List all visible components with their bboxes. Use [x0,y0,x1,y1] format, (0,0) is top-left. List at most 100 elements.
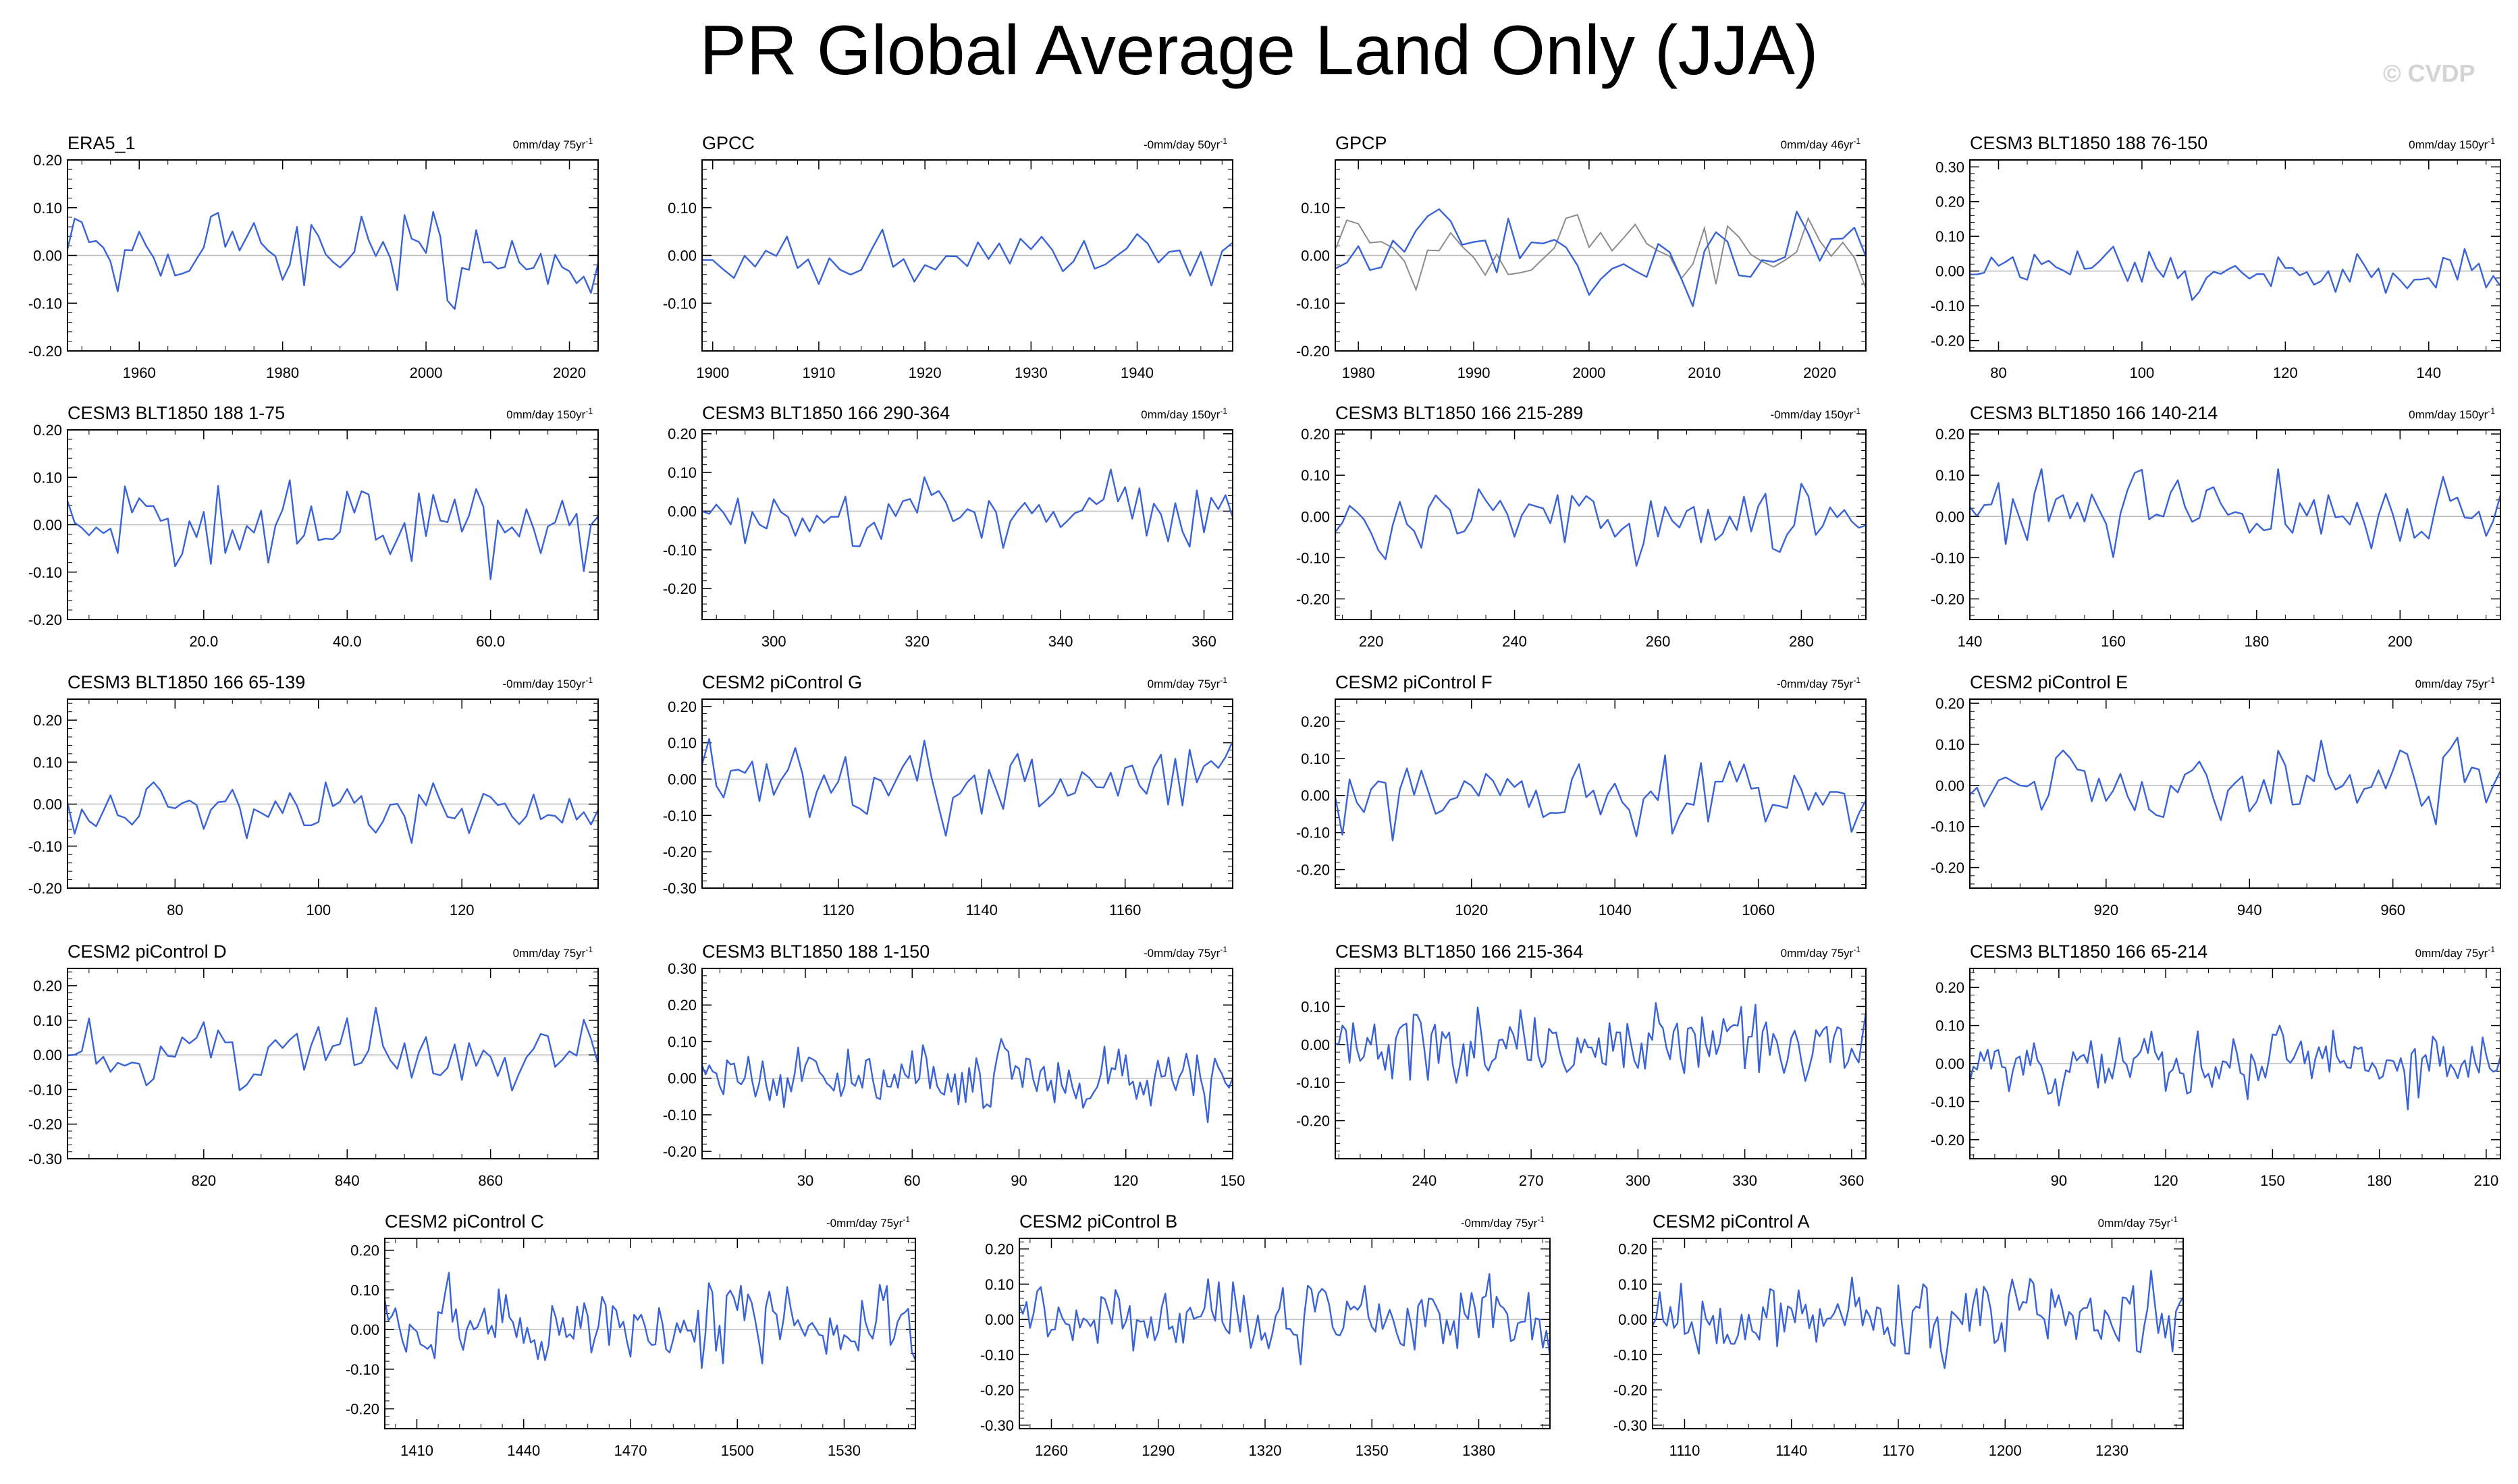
x-tick-label: 240 [1412,1172,1437,1189]
y-tick-label: 0.00 [985,1311,1014,1328]
plot-frame [67,968,599,1159]
x-tick-label: 1060 [1742,902,1775,918]
x-tick-label: 1160 [1109,902,1141,918]
overlay-series-line [1335,214,1867,292]
y-tick-label: 0.10 [33,469,62,486]
x-tick-label: 1200 [1989,1442,2022,1459]
chart-panel: CESM3 BLT1850 166 215-289 -0mm/day 150yr-… [1296,403,1867,650]
series-line [701,468,1234,549]
y-tick-label: 0.20 [33,712,62,729]
chart-panel: CESM3 BLT1850 166 290-364 0mm/day 150yr-1… [663,403,1234,650]
y-tick-label: 0.30 [1935,159,1964,175]
chart-panel: CESM3 BLT1850 166 215-364 0mm/day 75yr-1 -… [1296,941,1867,1189]
panel-title: ERA5_1 [68,133,136,153]
x-tick-label: 920 [2093,902,2118,918]
x-tick-label: 300 [761,633,786,650]
series-line [1335,208,1867,307]
plot-frame [1335,429,1867,620]
series-line [701,1038,1234,1124]
y-tick-label: -0.10 [663,807,697,824]
y-tick-label: 0.10 [668,735,697,752]
chart-panel: CESM2 piControl F -0mm/day 75yr-1 -0.20 -0.… [1296,672,1867,918]
x-tick-label: 840 [335,1172,360,1189]
panel-title: CESM2 piControl C [385,1211,544,1232]
y-tick-label: -0.10 [663,1107,697,1124]
series-line [1018,1273,1551,1366]
x-tick-label: 2000 [410,364,443,381]
plot-frame [701,159,1233,352]
panel-trend-label: -0mm/day 75yr-1 [1144,945,1227,960]
x-tick-label: 1940 [1121,364,1154,381]
series-line [1969,246,2501,301]
y-tick-label: -0.30 [980,1417,1014,1434]
panel-trend-label: 0mm/day 75yr-1 [2415,676,2496,690]
x-tick-label: 1350 [1356,1442,1389,1459]
x-tick-label: 1380 [1462,1442,1495,1459]
y-tick-label: 0.00 [1618,1311,1647,1328]
page-title: PR Global Average Land Only (JJA) [699,11,1819,90]
panel-title: CESM2 piControl G [702,672,862,692]
x-tick-label: 1230 [2095,1442,2128,1459]
plot-frame [1969,429,2501,620]
series-line [1651,1269,2185,1369]
x-tick-label: 1470 [614,1442,647,1459]
series-line [1969,736,2502,825]
panel-trend-label: -0mm/day 150yr-1 [503,676,593,690]
x-tick-label: 240 [1502,633,1527,650]
x-tick-label: 280 [1789,633,1814,650]
chart-panel: CESM3 BLT1850 166 65-139 -0mm/day 150yr-1… [28,672,599,918]
plot-frame [384,1238,916,1429]
y-tick-label: -0.20 [980,1382,1014,1399]
series-line [1334,754,1867,842]
y-tick-label: 0.20 [668,426,697,443]
y-tick-label: 0.10 [1618,1276,1647,1293]
x-tick-label: 90 [1011,1172,1027,1189]
plot-frame [1335,698,1867,889]
chart-panel: CESM2 piControl D 0mm/day 75yr-1 -0.30 -0.2… [28,941,599,1189]
y-tick-label: -0.10 [1931,1093,1964,1110]
chart-panel: GPCC -0mm/day 50yr-1 -0.10 0.00 0.10 1900 1910… [663,133,1233,381]
y-tick-label: 0.20 [1301,426,1330,443]
chart-panel: CESM3 BLT1850 188 76-150 0mm/day 150yr-1 -… [1931,133,2501,381]
y-tick-label: -0.10 [1296,295,1330,312]
y-tick-label: -0.30 [1613,1417,1647,1434]
y-tick-label: 0.20 [33,422,62,439]
y-tick-label: -0.20 [663,1143,697,1160]
panel-trend-label: 0mm/day 46yr-1 [1781,136,1861,151]
panel-title: CESM2 piControl A [1653,1211,1810,1232]
x-tick-label: 1320 [1249,1442,1282,1459]
x-tick-label: 270 [1519,1172,1544,1189]
x-tick-label: 1930 [1015,364,1048,381]
y-tick-label: 0.20 [1301,713,1330,730]
x-tick-label: 1900 [696,364,729,381]
plot-frame [67,159,599,352]
panel-trend-label: -0mm/day 75yr-1 [826,1215,910,1230]
x-tick-label: 330 [1732,1172,1757,1189]
x-tick-label: 150 [2260,1172,2285,1189]
panel-title: CESM2 piControl B [1019,1211,1177,1232]
panel-trend-label: -0mm/day 150yr-1 [1771,406,1861,421]
y-tick-label: -0.10 [1931,298,1964,314]
y-tick-label: 0.20 [668,997,697,1014]
panel-trend-label: 0mm/day 150yr-1 [2409,136,2495,151]
y-tick-label: 0.00 [33,517,62,534]
y-tick-label: 0.00 [1301,1037,1330,1053]
y-tick-label: 0.00 [1935,508,1964,525]
chart-panel: CESM2 piControl B -0mm/day 75yr-1 -0.30 -0.… [980,1211,1551,1459]
x-tick-label: 80 [167,902,183,918]
panel-title: CESM3 BLT1850 166 290-364 [702,403,950,423]
y-tick-label: -0.10 [1296,1074,1330,1091]
y-tick-label: 0.10 [1935,1018,1964,1035]
x-tick-label: 1910 [802,364,835,381]
plot-frame [1969,159,2501,352]
plot-frame [1969,698,2501,889]
x-tick-label: 1260 [1035,1442,1068,1459]
y-tick-label: 0.20 [985,1241,1014,1258]
panel-title: CESM3 BLT1850 188 1-150 [702,941,930,962]
x-tick-label: 60 [904,1172,920,1189]
cvdp-watermark: © CVDP [2383,59,2475,87]
y-tick-label: -0.30 [28,1151,62,1167]
series-line [66,479,599,580]
y-tick-label: 0.00 [1935,777,1964,794]
